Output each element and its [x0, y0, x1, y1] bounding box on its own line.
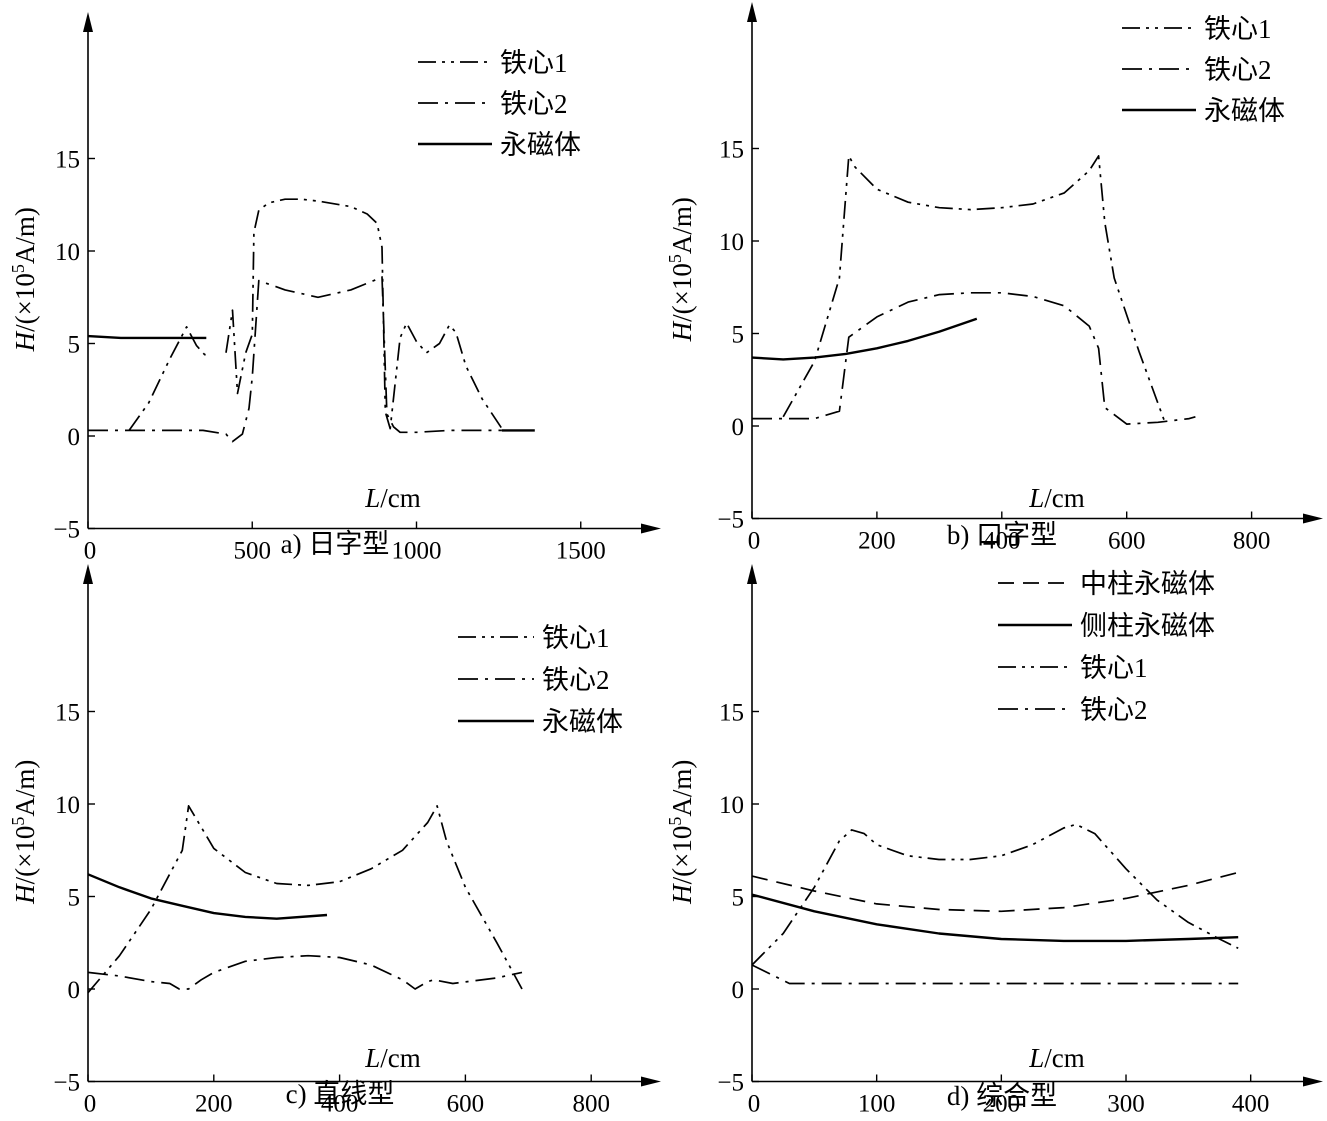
legend-label: 铁心2 — [542, 665, 610, 695]
series-line-1 — [128, 326, 208, 431]
x-axis-arrow — [1303, 1076, 1323, 1087]
series-line-3 — [87, 873, 328, 920]
series-line-3 — [751, 823, 1239, 966]
legend-label: 铁心1 — [542, 623, 610, 653]
chart-panel-2: 0 200 400 600 800−5051015L/cmH/(×105A/m)铁心1铁… — [665, 2, 1323, 555]
panel-caption: a) 日字型 — [281, 529, 390, 559]
y-tick-label: 0 — [68, 424, 81, 451]
x-tick-label: 400 — [321, 1091, 359, 1118]
x-tick-label: 100 — [858, 1091, 896, 1118]
series-line-3 — [751, 317, 978, 361]
x-axis-arrow — [1303, 513, 1323, 524]
x-tick-label: 800 — [1233, 528, 1271, 555]
y-axis-label: H/(×105A/m) — [665, 197, 697, 342]
x-tick-label: 0 — [748, 1091, 761, 1118]
y-tick-label: 10 — [719, 229, 744, 256]
x-tick-label: 1000 — [392, 538, 442, 565]
legend-label: 永磁体 — [1204, 96, 1285, 126]
x-tick-label: 400 — [983, 528, 1021, 555]
y-tick-label: −5 — [53, 517, 80, 544]
legend-label: 铁心2 — [500, 89, 568, 119]
legend-label: 侧柱永磁体 — [1080, 611, 1215, 641]
y-tick-label: 15 — [719, 137, 744, 164]
x-tick-label: 0 — [84, 538, 97, 565]
y-tick-label: 15 — [55, 700, 80, 727]
x-tick-label: 500 — [234, 538, 272, 565]
x-tick-label: 200 — [858, 528, 896, 555]
series-line-5 — [225, 198, 503, 430]
x-axis-label: L/cm — [364, 483, 421, 513]
x-axis-arrow — [641, 1076, 661, 1087]
y-axis-arrow — [747, 564, 757, 584]
x-tick-label: 200 — [983, 1091, 1021, 1118]
chart-panel-4: 0 100 200 300 400−5051015L/cmH/(×105A/m)中柱永磁… — [665, 564, 1323, 1118]
series-line-2 — [88, 276, 502, 443]
series-line-4 — [751, 964, 1239, 985]
series-line-2 — [87, 954, 523, 990]
y-tick-label: −5 — [717, 1070, 744, 1097]
y-tick-label: 5 — [68, 332, 81, 359]
panel-caption: c) 直线型 — [286, 1079, 395, 1109]
y-tick-label: 5 — [68, 885, 81, 912]
x-tick-label: 300 — [1107, 1091, 1145, 1118]
chart-panel-3: 0 200 400 600 800−5051015L/cmH/(×105A/m)铁心1铁… — [8, 564, 661, 1118]
y-axis-label: H/(×105A/m) — [8, 207, 40, 352]
x-tick-label: 800 — [572, 1091, 610, 1118]
x-axis-label: L/cm — [364, 1043, 421, 1073]
series-line-3 — [87, 334, 207, 340]
x-axis-arrow — [641, 523, 661, 534]
legend-label: 永磁体 — [542, 707, 623, 737]
y-tick-label: −5 — [717, 507, 744, 534]
y-tick-label: 15 — [55, 147, 80, 174]
series-line-2 — [752, 291, 1196, 425]
y-tick-label: 10 — [55, 792, 80, 819]
y-axis-label: H/(×105A/m) — [665, 760, 697, 905]
panel-caption: d) 综合型 — [947, 1081, 1057, 1111]
legend-label: 铁心1 — [1080, 653, 1148, 683]
y-tick-label: 15 — [719, 700, 744, 727]
x-axis-label: L/cm — [1028, 483, 1085, 513]
series-line-1 — [751, 871, 1239, 913]
x-tick-label: 400 — [1232, 1091, 1270, 1118]
y-axis-arrow — [83, 564, 93, 584]
x-tick-label: 600 — [447, 1091, 485, 1118]
y-tick-label: 5 — [732, 885, 745, 912]
legend-label: 永磁体 — [500, 130, 581, 160]
x-axis-label: L/cm — [1028, 1043, 1085, 1073]
legend-label: 中柱永磁体 — [1080, 569, 1215, 599]
x-tick-label: 0 — [84, 1091, 97, 1118]
y-axis-arrow — [747, 2, 757, 22]
y-tick-label: 10 — [719, 792, 744, 819]
x-tick-label: 0 — [748, 528, 761, 555]
y-tick-label: 0 — [732, 977, 745, 1004]
series-line-2 — [751, 893, 1239, 943]
legend-label: 铁心2 — [1080, 695, 1148, 725]
y-tick-label: 0 — [68, 977, 81, 1004]
x-tick-label: 600 — [1108, 528, 1146, 555]
chart-panel-1: 0 500 1000 1500−5051015L/cmH/(×105A/m)铁心1铁心… — [8, 12, 661, 565]
legend-label: 铁心1 — [1204, 14, 1272, 44]
legend-label: 铁心1 — [500, 48, 568, 78]
series-line-1 — [782, 155, 1165, 421]
x-tick-label: 200 — [195, 1091, 233, 1118]
y-axis-label: H/(×105A/m) — [8, 760, 40, 905]
x-tick-label: 1500 — [556, 538, 606, 565]
legend-label: 铁心2 — [1204, 55, 1272, 85]
y-tick-label: 10 — [55, 239, 80, 266]
y-tick-label: −5 — [53, 1070, 80, 1097]
panel-caption: b) 口字型 — [947, 520, 1057, 550]
series-line-1 — [87, 805, 523, 994]
y-tick-label: 0 — [732, 414, 745, 441]
y-axis-arrow — [83, 12, 93, 32]
y-tick-label: 5 — [732, 322, 745, 349]
